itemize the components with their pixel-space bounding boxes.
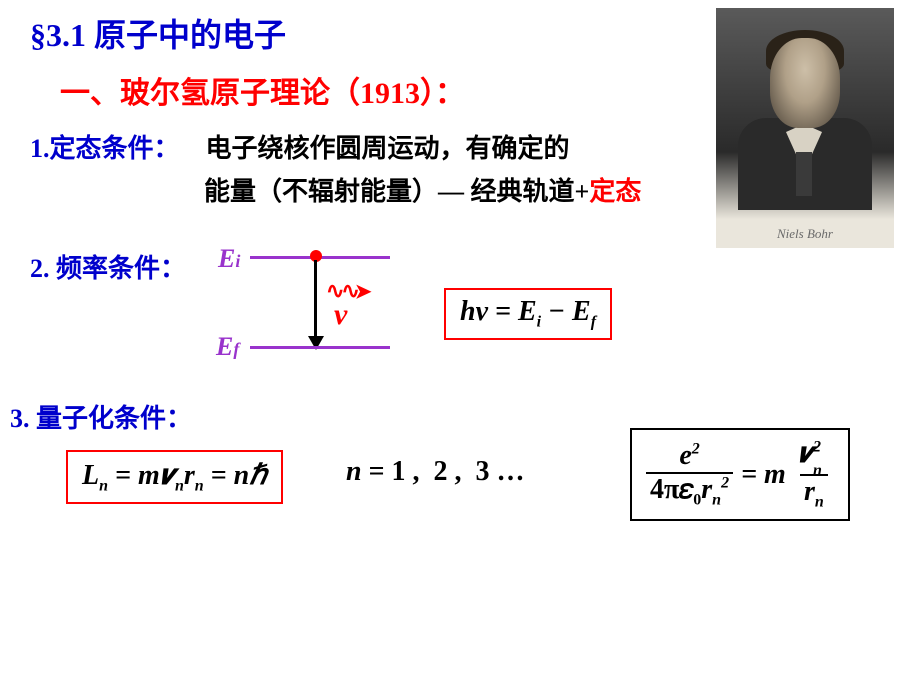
- c-den1a: 4π𝜀: [650, 474, 693, 505]
- c-num1-sup: 2: [692, 440, 700, 457]
- L-vn: n: [175, 478, 184, 495]
- item1-text-b1: 能量（不辐射能量）— 经典轨道+: [204, 177, 589, 206]
- L-eq1: = m𝒗: [108, 460, 175, 491]
- item1-text-a: 电子绕核作圆周运动，有确定的: [206, 134, 570, 163]
- portrait-head: [770, 38, 840, 128]
- transition-arrow-line: [314, 260, 317, 340]
- c-den1-n: n: [712, 491, 721, 508]
- c-den1-r: r: [701, 474, 712, 505]
- formula-coulomb: e2 4π𝜀0rn2 = m 𝒗2n rn: [630, 428, 850, 521]
- item2-row: 2. 频率条件：: [30, 248, 900, 285]
- item3-label: 3. 量子化条件：: [10, 398, 192, 435]
- c-num2: 𝒗: [798, 438, 813, 469]
- n-values: n = 1 , 2 , 3 …: [346, 456, 525, 488]
- L-sym: L: [82, 460, 99, 491]
- formula-hnu: hν = Ei − Ef: [444, 288, 612, 340]
- Ef-sub: f: [233, 339, 239, 359]
- L-r: r: [184, 460, 195, 491]
- portrait-signature: Niels Bohr: [716, 223, 894, 242]
- hnu-sub-f: f: [591, 314, 596, 331]
- L-rn: n: [195, 478, 204, 495]
- c-den2: r: [804, 476, 815, 507]
- c-eq: = m: [741, 459, 786, 491]
- c-num1: e: [679, 440, 691, 471]
- L-eq2: = nℏ: [204, 460, 267, 491]
- coulomb-rhs-frac: 𝒗2 n rn: [794, 438, 834, 511]
- hnu-part1: hν = E: [460, 296, 537, 327]
- c-num2-n: n: [813, 462, 822, 479]
- level-line-bottom: [250, 346, 390, 349]
- Ei-sub: i: [235, 251, 240, 271]
- Ef-base: E: [216, 332, 233, 361]
- portrait-tie: [796, 152, 812, 196]
- energy-level-diagram: Ei ∿∿➤ ν Ef: [210, 248, 410, 368]
- c-den2-n: n: [815, 493, 824, 510]
- bohr-portrait: Niels Bohr: [716, 8, 894, 248]
- coulomb-lhs-frac: e2 4π𝜀0rn2: [646, 440, 733, 510]
- hnu-mid: − E: [541, 296, 591, 327]
- c-num2-sup: 2: [813, 439, 821, 456]
- item1-text-b2: 定态: [589, 177, 641, 206]
- formula-L: Ln = m𝒗nrn = nℏ: [66, 450, 283, 504]
- item2-label: 2. 频率条件：: [30, 248, 210, 285]
- nu-symbol: ν: [334, 298, 347, 332]
- Ei-label: Ei: [218, 244, 240, 274]
- slide: §3.1 原子中的电子 一、玻尔氢原子理论（1913）： 1.定态条件： 电子绕…: [0, 0, 920, 690]
- Ef-label: Ef: [216, 332, 239, 362]
- Ei-base: E: [218, 244, 235, 273]
- L-n: n: [99, 478, 108, 495]
- c-den1-2: 2: [721, 474, 729, 491]
- item1-label: 1.定态条件：: [30, 134, 180, 163]
